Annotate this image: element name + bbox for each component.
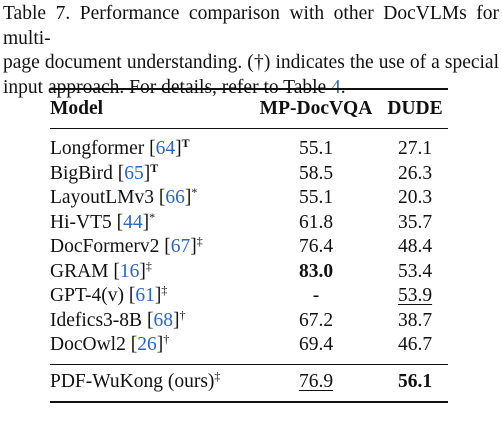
model-cell: BigBird [65]T	[50, 160, 159, 184]
approach-mark: ‡	[145, 258, 152, 273]
model-cell: DocOwl2 [26]†	[50, 332, 170, 355]
dude-cell: 35.7	[397, 211, 433, 233]
approach-mark: ‡	[161, 283, 168, 297]
header-dude: DUDE	[387, 97, 443, 119]
model-name: GRAM	[50, 260, 109, 282]
dude-cell: 48.4	[397, 236, 433, 257]
model-cell: PDF-WuKong (ours)‡	[50, 364, 250, 402]
model-name: Hi-VT5	[50, 211, 112, 233]
citation-link[interactable]: 16	[119, 260, 140, 282]
approach-mark: †	[163, 332, 170, 346]
model-cell: DocFormerv2 [67]‡	[50, 234, 203, 257]
model-name: Idefics3-8B	[50, 309, 143, 331]
model-cell: GPT-4(v) [61]‡	[50, 283, 168, 306]
table-caption: Table 7. Performance comparison with oth…	[3, 2, 499, 100]
mp-docvqa-cell: 55.1	[298, 138, 334, 159]
approach-mark: †	[179, 307, 186, 322]
dude-cell: 53.9	[382, 284, 448, 309]
mp-docvqa-cell: 67.2	[298, 309, 334, 331]
mp-docvqa-cell: 61.8	[298, 211, 334, 233]
approach-mark: *	[191, 185, 198, 199]
model-name: PDF-WuKong (ours)	[50, 371, 215, 393]
caption-text: ) indicates the use of a special	[263, 52, 500, 73]
table-row: BigBird [65]T 58.5 26.3	[50, 162, 448, 187]
citation-link[interactable]: 44	[123, 211, 143, 233]
performance-table: Model MP-DocVQA DUDE Longformer [64]T 55…	[50, 88, 448, 403]
dude-cell: 20.3	[397, 187, 433, 208]
mp-docvqa-cell: 55.1	[298, 187, 334, 208]
table-row: DocFormerv2 [67]‡ 76.4 48.4	[50, 235, 448, 260]
dude-cell-best: 56.1	[397, 371, 433, 393]
model-name: Longformer	[50, 138, 145, 159]
citation-link[interactable]: 26	[137, 334, 157, 355]
mp-docvqa-cell: 76.9	[250, 364, 382, 402]
model-cell: Idefics3-8B [68]†	[50, 307, 186, 331]
second-best-value: 53.9	[397, 285, 433, 306]
mp-docvqa-cell: 69.4	[298, 334, 334, 355]
mp-docvqa-cell: -	[312, 285, 320, 306]
table-row: GPT-4(v) [61]‡ - 53.9	[50, 284, 448, 309]
citation-link[interactable]: 65	[124, 162, 144, 184]
header-mp-docvqa: MP-DocVQA	[259, 97, 373, 119]
table-row: DocOwl2 [26]† 69.4 46.7	[50, 333, 448, 364]
caption-line-2: page document understanding. (†) indicat…	[3, 51, 499, 76]
model-cell: LayoutLMv3 [66]*	[50, 185, 198, 208]
mp-docvqa-cell-best: 83.0	[298, 260, 334, 282]
dude-cell: 53.4	[397, 260, 433, 282]
dude-cell: 27.1	[397, 138, 433, 159]
dude-cell: 38.7	[397, 309, 433, 331]
ours-row: PDF-WuKong (ours)‡ 76.9 56.1	[50, 364, 448, 402]
caption-text: .	[340, 76, 346, 98]
model-name: BigBird	[50, 162, 113, 184]
table-header-row: Model MP-DocVQA DUDE	[50, 89, 448, 129]
dagger-symbol: †	[253, 52, 264, 73]
approach-mark: ‡	[196, 234, 203, 248]
table-reference-link[interactable]: 4	[331, 76, 341, 98]
approach-mark: *	[149, 209, 156, 224]
caption-line-1: Table 7. Performance comparison with oth…	[3, 3, 499, 49]
citation-link[interactable]: 61	[135, 285, 155, 306]
second-best-value: 76.9	[298, 371, 334, 393]
approach-mark: T	[181, 136, 190, 150]
model-name: LayoutLMv3	[50, 187, 154, 208]
model-cell: GRAM [16]‡	[50, 258, 152, 282]
mp-docvqa-cell: 76.4	[298, 236, 334, 257]
table-row: Longformer [64]T 55.1 27.1	[50, 129, 448, 162]
citation-link[interactable]: 68	[153, 309, 173, 331]
model-name: DocOwl2	[50, 334, 126, 355]
approach-mark: ‡	[214, 369, 221, 384]
model-cell: Longformer [64]T	[50, 136, 190, 159]
model-name: GPT-4(v)	[50, 285, 125, 306]
dude-cell: 26.3	[397, 162, 433, 184]
citation-link[interactable]: 67	[170, 236, 191, 257]
caption-text: page document understanding. (	[3, 52, 254, 73]
table-row: Idefics3-8B [68]† 67.2 38.7	[50, 309, 448, 334]
approach-mark: T	[150, 160, 159, 175]
caption-text: input approach. For details, refer to Ta…	[3, 76, 332, 98]
citation-link[interactable]: 66	[165, 187, 185, 208]
table-row: GRAM [16]‡ 83.0 53.4	[50, 260, 448, 285]
model-cell: Hi-VT5 [44]*	[50, 209, 156, 233]
caption-line-3: input approach. For details, refer to Ta…	[3, 76, 499, 101]
header-model: Model	[50, 97, 104, 119]
mp-docvqa-cell: 58.5	[298, 162, 334, 184]
table-row: Hi-VT5 [44]* 61.8 35.7	[50, 211, 448, 236]
citation-link[interactable]: 64	[155, 138, 176, 159]
table-row: LayoutLMv3 [66]* 55.1 20.3	[50, 186, 448, 211]
model-name: DocFormerv2	[50, 236, 160, 257]
dude-cell: 46.7	[397, 334, 433, 355]
